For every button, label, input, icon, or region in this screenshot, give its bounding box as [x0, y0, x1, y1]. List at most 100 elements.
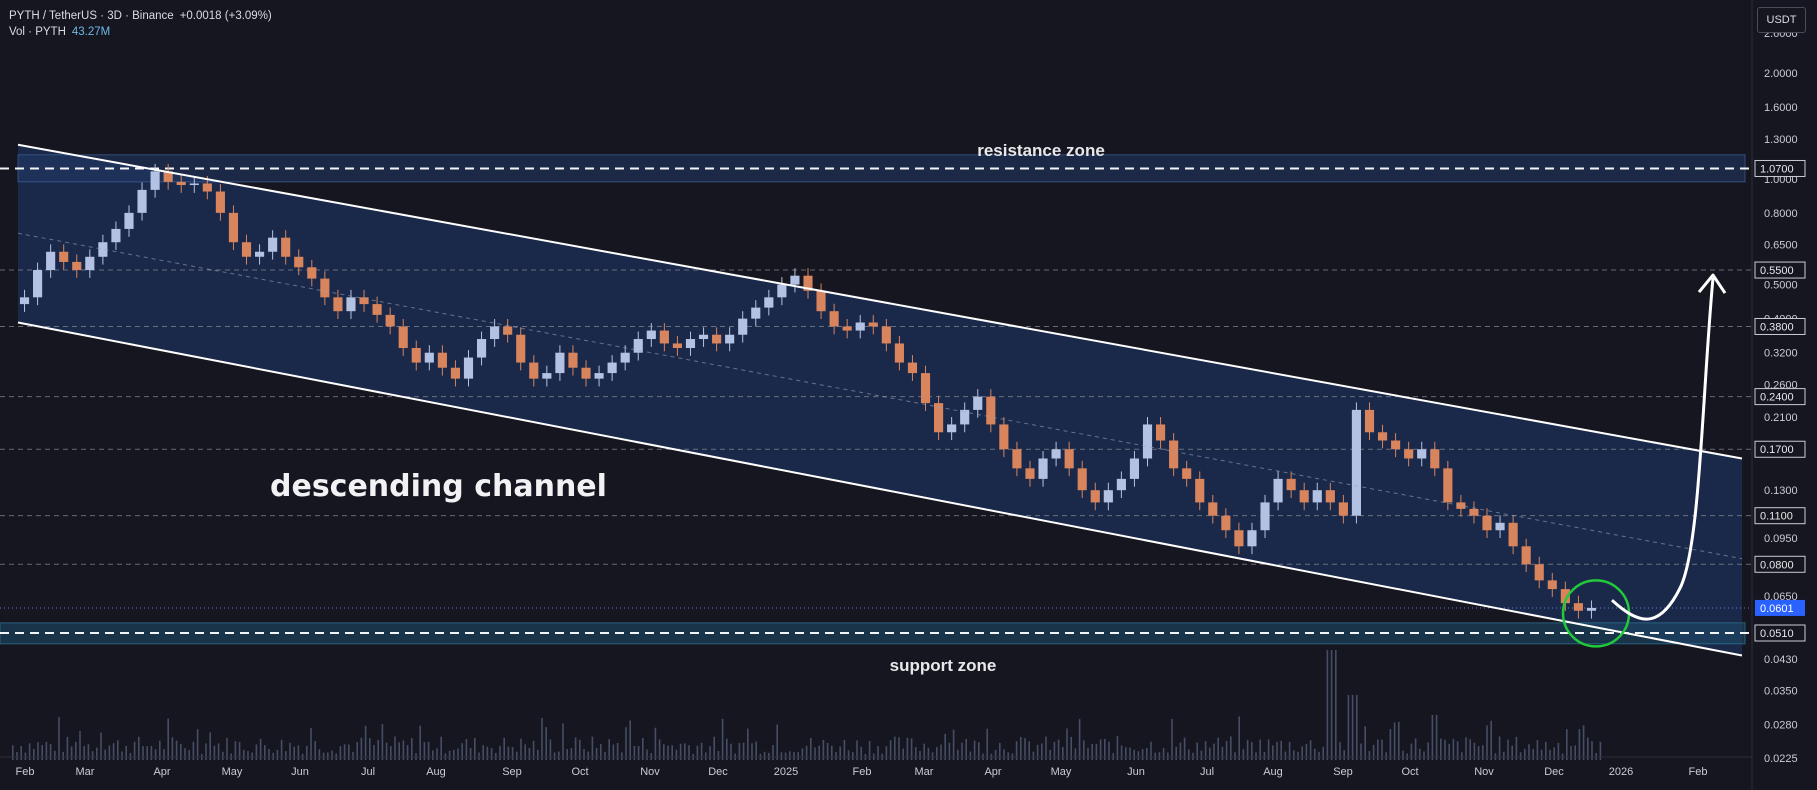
- price-tick-label: 0.8000: [1764, 208, 1798, 220]
- volume-bar: [66, 736, 69, 760]
- volume-bar: [700, 742, 703, 760]
- volume-bar: [243, 749, 245, 760]
- volume-bar: [730, 743, 732, 760]
- candle: [1430, 449, 1440, 469]
- volume-bar: [852, 752, 854, 760]
- symbol-title[interactable]: PYTH / TetherUS · 3D · Binance: [9, 10, 174, 22]
- volume-bar: [797, 752, 799, 760]
- candle: [1286, 478, 1296, 491]
- descending-channel-label: descending channel: [270, 469, 607, 504]
- volume-bar: [877, 746, 879, 760]
- candle: [255, 251, 265, 257]
- volume-bar: [1217, 737, 1219, 760]
- volume-bar: [1549, 749, 1551, 760]
- volume-bar: [503, 737, 505, 760]
- volume-bar: [1083, 740, 1085, 760]
- volume-bar: [679, 743, 682, 760]
- volume-bar: [654, 727, 657, 760]
- candle: [463, 357, 474, 379]
- price-tick-label: 0.5000: [1764, 280, 1798, 292]
- volume-bar: [625, 727, 627, 760]
- price-tick-label: 0.0350: [1764, 685, 1798, 697]
- price-axis[interactable]: 2.60002.00001.60001.30001.00000.80000.65…: [1751, 0, 1806, 790]
- candle: [372, 304, 382, 315]
- volume-bar: [612, 744, 615, 760]
- volume-bar: [957, 749, 959, 760]
- volume-bar: [217, 743, 220, 760]
- level-label-box: [1754, 624, 1806, 642]
- volume-bar: [549, 739, 552, 760]
- volume-bar: [406, 744, 409, 760]
- volume-bar: [868, 740, 871, 760]
- candle: [1155, 424, 1166, 441]
- volume-bar: [755, 741, 757, 760]
- volume-bar: [1528, 744, 1530, 760]
- volume-bar: [1570, 746, 1572, 760]
- volume-bar: [238, 742, 241, 760]
- candle: [359, 297, 369, 305]
- level-label-box: [1754, 555, 1806, 573]
- volume-bar: [952, 729, 955, 760]
- volume-bar: [1587, 737, 1589, 760]
- volume-bar: [196, 729, 199, 760]
- volume-bar: [839, 746, 841, 760]
- candle: [1482, 515, 1492, 531]
- volume-bar: [499, 745, 501, 760]
- volume-bar: [1091, 743, 1093, 760]
- volume-bar: [541, 718, 543, 760]
- volume-bar: [860, 746, 862, 760]
- volume-bar: [373, 745, 375, 760]
- candle: [620, 352, 630, 363]
- volume-bar: [1410, 743, 1413, 760]
- candle: [581, 367, 591, 379]
- volume-bar: [343, 744, 346, 760]
- volume-bar: [1108, 741, 1110, 760]
- volume-bar: [1154, 752, 1156, 760]
- volume-bar: [1053, 741, 1056, 760]
- price-tick-label: 1.3000: [1764, 134, 1798, 146]
- candle: [241, 242, 252, 257]
- projection-arrowhead: [1697, 273, 1727, 294]
- volume-bar: [209, 732, 211, 760]
- volume-bar: [889, 740, 892, 760]
- volume-bar: [440, 736, 442, 760]
- candle: [1182, 468, 1192, 479]
- candle: [1247, 530, 1257, 547]
- volume-bar: [1225, 740, 1228, 760]
- volume-bar: [108, 745, 111, 760]
- volume-bar: [1133, 749, 1135, 760]
- candle: [228, 212, 239, 243]
- volume-bar: [1515, 736, 1518, 760]
- volume-bar: [457, 748, 459, 760]
- volume-bar: [1263, 751, 1266, 760]
- candle: [476, 339, 487, 358]
- volume-bar: [1162, 748, 1165, 760]
- volume-bar: [835, 752, 837, 760]
- currency-button[interactable]: USDT: [1757, 7, 1806, 33]
- volume-bar: [495, 752, 497, 760]
- volume-bar: [297, 745, 300, 760]
- candle: [320, 278, 330, 298]
- volume-bar: [70, 746, 73, 760]
- price-tick-label: 0.1300: [1764, 485, 1798, 497]
- volume-bar: [604, 751, 606, 760]
- candle: [1404, 449, 1414, 459]
- volume-bar: [465, 739, 468, 760]
- time-tick-label: Apr: [153, 766, 170, 778]
- volume-bar: [1503, 751, 1505, 760]
- volume-bar: [125, 745, 127, 760]
- price-tick-label: 1.6000: [1764, 102, 1798, 114]
- volume-bar: [1171, 718, 1173, 760]
- volume-bar: [180, 744, 182, 760]
- candle: [659, 330, 669, 344]
- volume-bar: [1041, 743, 1043, 760]
- volume-bar: [1582, 725, 1585, 760]
- channel-upper-line: [17, 143, 1743, 460]
- volume-bar: [616, 743, 619, 760]
- level-label-box: [1754, 159, 1806, 177]
- candle: [934, 403, 944, 433]
- volume-bar: [1032, 751, 1035, 760]
- candle: [450, 367, 461, 379]
- time-axis[interactable]: Feb Mar Apr May Jun Jul Aug Sep Oct Nov Dec 2025 Feb…: [0, 756, 1752, 778]
